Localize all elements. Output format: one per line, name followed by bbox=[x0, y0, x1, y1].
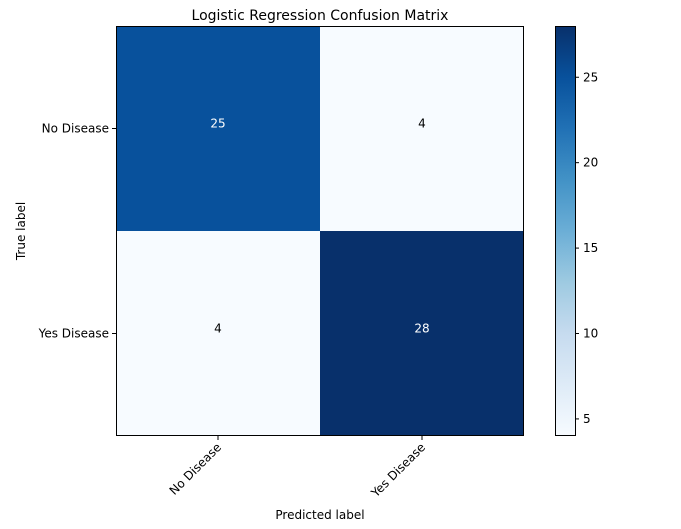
y-tick-label-yes-disease: Yes Disease bbox=[38, 327, 109, 341]
colorbar-tick-label-10: 10 bbox=[583, 327, 598, 341]
x-tick-label-yes-disease: Yes Disease bbox=[368, 440, 428, 500]
y-tick-label-no-disease: No Disease bbox=[42, 122, 109, 136]
heatmap-cells bbox=[116, 26, 524, 436]
colorbar-ticks: 5 10 15 20 25 bbox=[575, 70, 598, 426]
colorbar: 5 10 15 20 25 bbox=[555, 26, 598, 436]
cell-value-r0-c0: 25 bbox=[210, 117, 225, 131]
plot-frame bbox=[116, 26, 524, 436]
x-axis-label: Predicted label bbox=[275, 508, 364, 522]
colorbar-tick-label-25: 25 bbox=[583, 70, 598, 84]
y-axis-ticks: No Disease Yes Disease bbox=[38, 122, 116, 341]
heatmap-cell-labels: 25 4 4 28 bbox=[210, 117, 429, 336]
x-tick-label-no-disease: No Disease bbox=[167, 440, 225, 498]
heatmap-cell-r0-c1 bbox=[320, 26, 524, 231]
y-axis-label: True label bbox=[14, 202, 28, 261]
heatmap-cell-r0-c0 bbox=[116, 26, 320, 231]
cell-value-r0-c1: 4 bbox=[418, 117, 426, 131]
colorbar-tick-label-20: 20 bbox=[583, 156, 598, 170]
cell-value-r1-c1: 28 bbox=[414, 322, 429, 336]
colorbar-gradient bbox=[555, 26, 575, 436]
heatmap-cell-r1-c1 bbox=[320, 231, 524, 436]
cell-value-r1-c0: 4 bbox=[214, 322, 222, 336]
chart-title: Logistic Regression Confusion Matrix bbox=[192, 8, 449, 24]
colorbar-frame bbox=[555, 26, 576, 436]
colorbar-tick-label-5: 5 bbox=[583, 412, 591, 426]
heatmap-cell-r1-c0 bbox=[116, 231, 320, 436]
x-axis-ticks: No Disease Yes Disease bbox=[167, 436, 428, 501]
colorbar-tick-label-15: 15 bbox=[583, 241, 598, 255]
